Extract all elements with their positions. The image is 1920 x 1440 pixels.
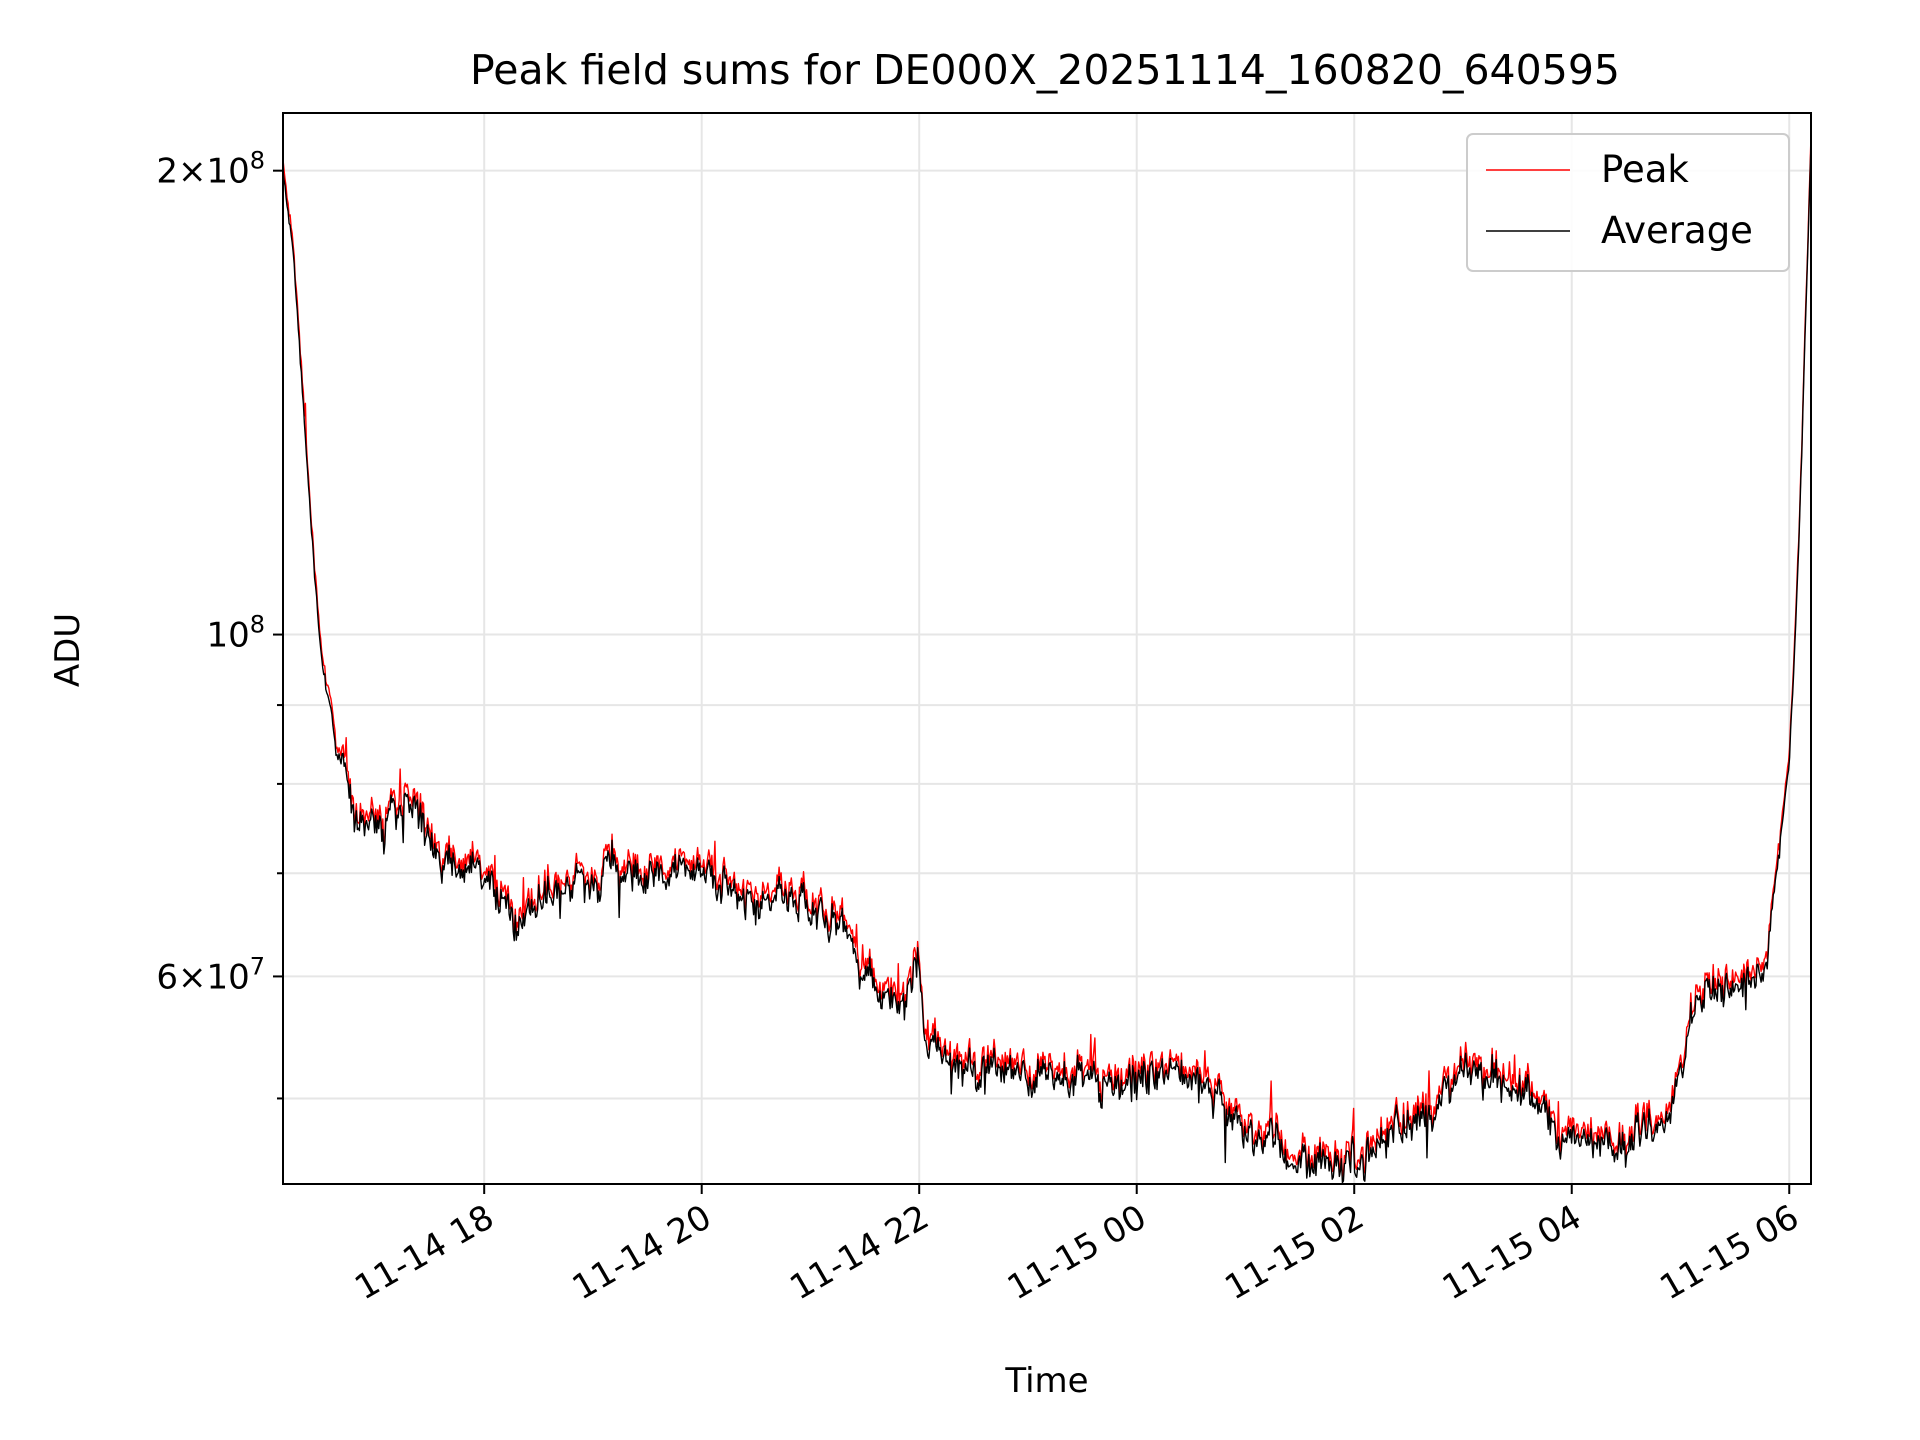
legend-box [1466,133,1790,272]
grid [283,113,1811,1184]
y-axis-label: ADU [48,613,88,687]
legend-label-average: Average [1601,209,1753,252]
chart-title: Peak field sums for DE000X_20251114_1608… [470,46,1620,94]
x-axis-label: Time [1004,1361,1088,1401]
y-tick-label: 2×108 [156,147,265,192]
series-line-average [283,143,1811,1184]
legend: Peak Average [1466,133,1790,272]
plot-frame [282,112,1812,1185]
legend-label-peak: Peak [1601,148,1689,191]
y-tick-label: 6×107 [156,952,265,997]
